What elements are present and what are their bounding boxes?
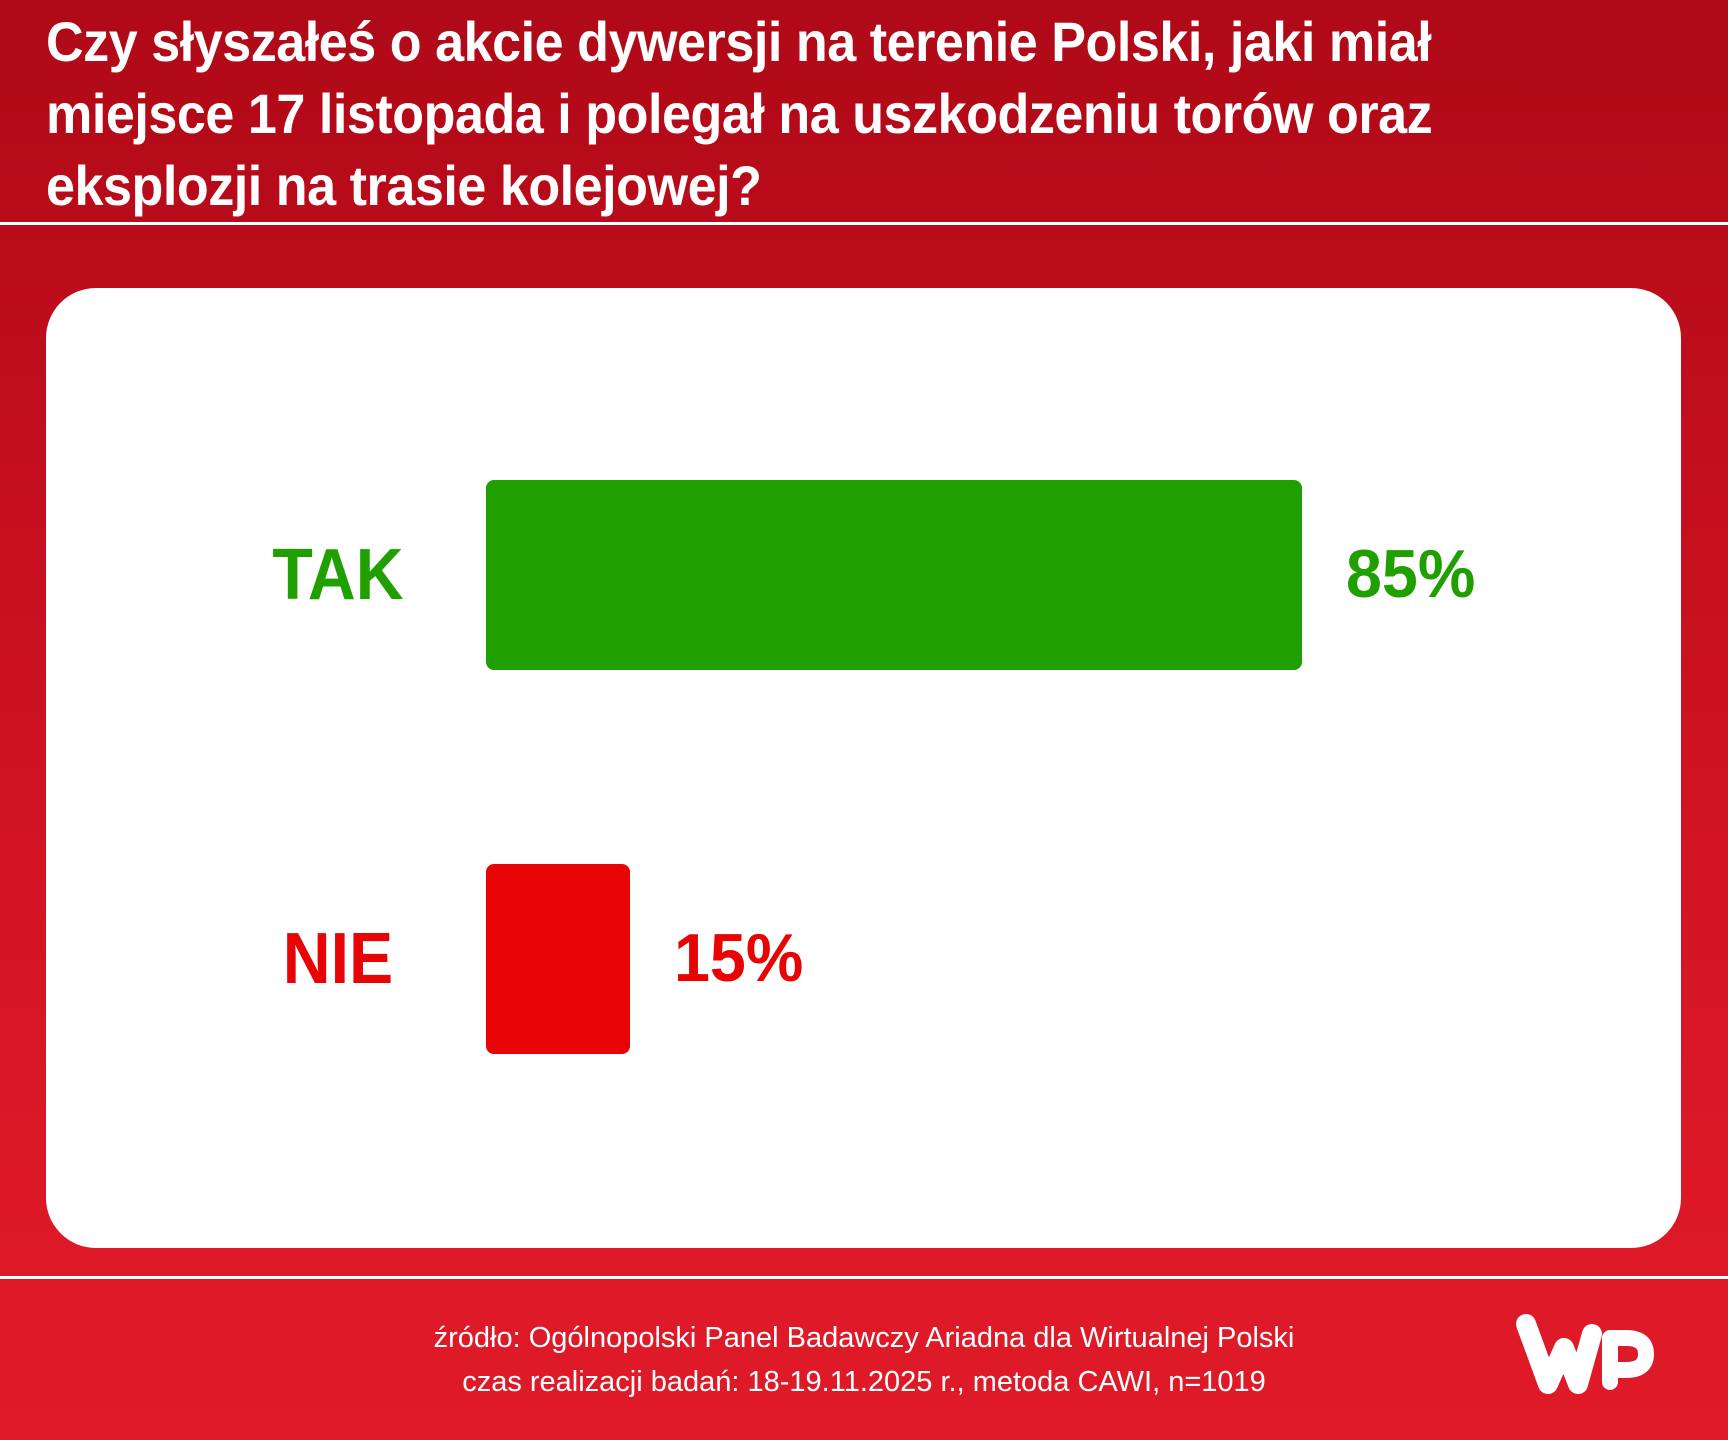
title-line-3: eksplozji na trasie kolejowej? — [46, 154, 762, 217]
value-label: 85% — [1346, 536, 1476, 612]
bar-nie — [486, 864, 630, 1054]
category-label: TAK — [272, 535, 404, 615]
bar-tak — [486, 480, 1302, 670]
method-note: czas realizacji badań: 18-19.11.2025 r.,… — [462, 1366, 1266, 1398]
source-note: źródło: Ogólnopolski Panel Badawczy Aria… — [433, 1322, 1295, 1354]
footer-divider — [0, 1276, 1728, 1279]
category-label: NIE — [282, 919, 394, 999]
chart-card: TAK 85% NIE 15% — [46, 288, 1681, 1248]
bar-row-tak: TAK 85% — [46, 480, 1681, 670]
chart-title: Czy słyszałeś o akcie dywersji na tereni… — [46, 6, 1571, 222]
header-divider — [0, 222, 1728, 225]
value-label: 15% — [674, 920, 804, 996]
bar-row-nie: NIE 15% — [46, 864, 1681, 1054]
title-line-2: miejsce 17 listopada i polegał na uszkod… — [46, 82, 1433, 145]
title-line-1: Czy słyszałeś o akcie dywersji na tereni… — [46, 10, 1432, 73]
wp-logo-icon — [1516, 1314, 1654, 1394]
